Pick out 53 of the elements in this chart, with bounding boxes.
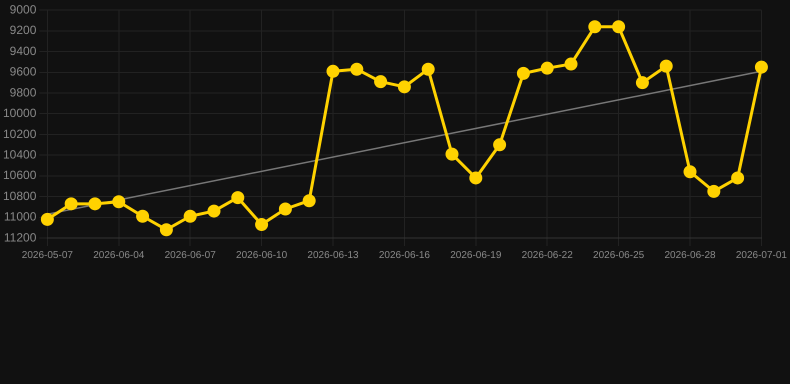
point <box>469 171 482 184</box>
x-tick-label: 2026-05-07 <box>22 250 74 261</box>
y-tick-label: 9400 <box>10 44 37 58</box>
point <box>707 184 720 198</box>
y-tick-label: 9800 <box>10 85 37 100</box>
x-tick-label: 2026-06-10 <box>236 250 288 261</box>
point <box>754 60 768 74</box>
point <box>112 195 126 208</box>
y-tick-label: 9600 <box>10 64 37 79</box>
point <box>231 191 244 204</box>
point <box>446 148 458 161</box>
point <box>88 197 102 210</box>
point <box>422 62 435 76</box>
y-tick-label: 10600 <box>2 168 37 182</box>
point <box>184 210 197 223</box>
point <box>278 202 292 216</box>
y-tick-label: 11000 <box>4 210 37 224</box>
point <box>564 58 578 71</box>
point <box>660 60 673 73</box>
point <box>64 197 78 210</box>
point <box>588 20 602 34</box>
point <box>540 62 554 75</box>
point <box>684 165 697 178</box>
point <box>326 64 340 78</box>
x-tick-label: 2026-06-13 <box>307 250 360 261</box>
point <box>731 171 744 184</box>
point <box>255 218 268 232</box>
y-tick-label: 9000 <box>10 2 37 17</box>
point <box>636 76 649 90</box>
y-tick-label: 10200 <box>2 126 37 141</box>
x-tick-label: 2026-06-22 <box>522 250 574 261</box>
point <box>516 66 530 80</box>
point <box>302 194 316 208</box>
x-tick-label: 2026-06-07 <box>164 250 216 261</box>
point <box>207 204 220 218</box>
x-tick-label: 2026-06-16 <box>378 250 430 261</box>
y-tick-label: 10400 <box>2 147 37 162</box>
y-tick-label: 10800 <box>2 188 37 203</box>
point <box>493 138 506 152</box>
x-tick-label: 2026-06-25 <box>593 250 645 261</box>
x-tick-label: 2026-06-04 <box>93 250 145 261</box>
point <box>136 210 150 223</box>
x-tick-label: 2026-06-19 <box>450 250 502 261</box>
point <box>350 62 364 76</box>
x-tick-label: 2026-06-28 <box>664 250 716 261</box>
point <box>160 223 173 236</box>
x-tick-label: 2026-07-01 <box>736 250 788 261</box>
y-tick-label: 9200 <box>10 23 37 38</box>
y-tick-label: 10000 <box>2 106 37 120</box>
point <box>374 75 388 88</box>
point <box>398 80 411 94</box>
y-tick-label: 11200 <box>4 230 37 244</box>
point <box>612 20 626 34</box>
